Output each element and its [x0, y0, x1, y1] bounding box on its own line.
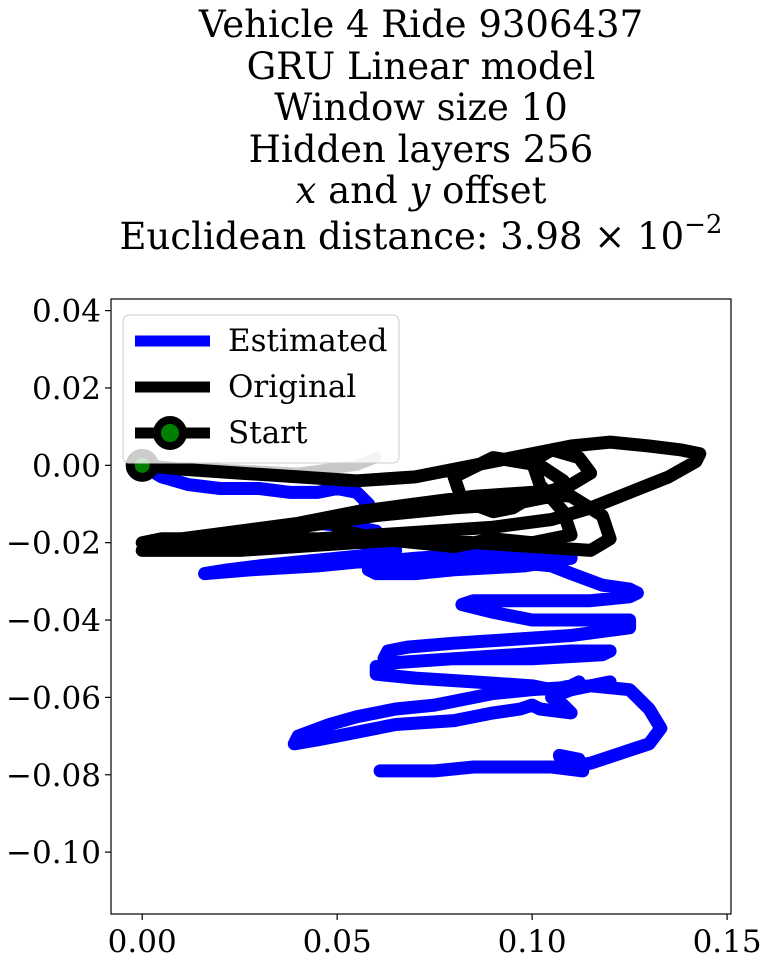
legend-label-original: Original — [228, 369, 356, 405]
title-line-2: GRU Linear model — [247, 45, 596, 88]
y-tick-label: 0.02 — [32, 371, 101, 407]
title-line-6: Euclidean distance: 3.98 × 10−2 — [120, 210, 723, 258]
title-line-5: x and y offset — [296, 169, 547, 212]
title-distance: Euclidean distance: 3.98 × 10 — [120, 215, 685, 258]
plot-frame — [110, 298, 732, 915]
x-tick-label: 0.05 — [303, 924, 372, 960]
y-tick-label: −0.04 — [6, 603, 101, 639]
y-tick-label: −0.06 — [6, 680, 101, 716]
title-and: and — [316, 169, 409, 212]
title-line-4: Hidden layers 256 — [249, 128, 594, 171]
legend: Estimated Original Start — [122, 314, 400, 464]
title-line-3: Window size 10 — [274, 86, 568, 129]
series-original-line — [135, 435, 707, 557]
y-tick-label: −0.02 — [6, 526, 101, 562]
title-var-x: x — [296, 169, 317, 212]
x-tick-label: 0.00 — [108, 924, 177, 960]
x-tick-label: 0.10 — [498, 924, 567, 960]
legend-swatch-start-marker — [153, 416, 187, 450]
y-tick-label: 0.04 — [32, 294, 101, 330]
x-axis: 0.00 0.05 0.10 0.15 — [108, 914, 762, 960]
x-tick-label: 0.15 — [693, 924, 762, 960]
y-tick-label: −0.08 — [6, 758, 101, 794]
y-axis: 0.04 0.02 0.00 −0.02 −0.04 −0.06 −0.08 −0.10 — [6, 294, 111, 871]
legend-box — [122, 314, 400, 464]
legend-label-start: Start — [228, 415, 308, 451]
chart-title: Vehicle 4 Ride 9306437 GRU Linear model … — [120, 3, 723, 258]
series-estimated-line — [135, 458, 668, 778]
legend-label-estimated: Estimated — [228, 323, 387, 359]
y-tick-label: −0.10 — [6, 835, 101, 871]
title-distance-exponent: −2 — [684, 210, 722, 240]
title-var-y: y — [408, 169, 432, 212]
title-line-1: Vehicle 4 Ride 9306437 — [198, 3, 643, 46]
y-tick-label: 0.00 — [32, 448, 101, 484]
title-offset: offset — [430, 169, 546, 212]
